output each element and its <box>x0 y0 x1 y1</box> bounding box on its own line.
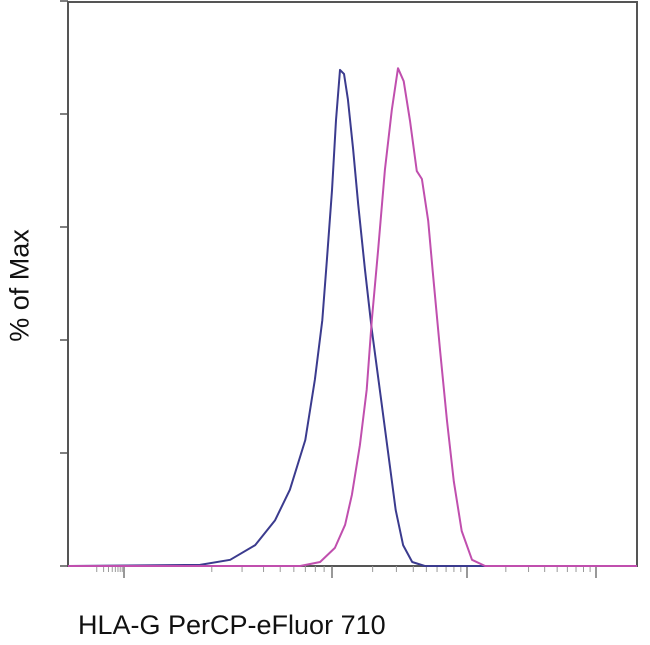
y-axis-label: % of Max <box>4 229 35 342</box>
y-ticks <box>60 0 68 567</box>
histogram-series-2 <box>68 67 637 567</box>
x-ticks <box>96 566 597 578</box>
plot-frame <box>67 1 638 567</box>
series-group <box>67 67 637 567</box>
x-axis-label: HLA-G PerCP-eFluor 710 <box>78 610 386 640</box>
histogram-series-1 <box>67 68 637 567</box>
